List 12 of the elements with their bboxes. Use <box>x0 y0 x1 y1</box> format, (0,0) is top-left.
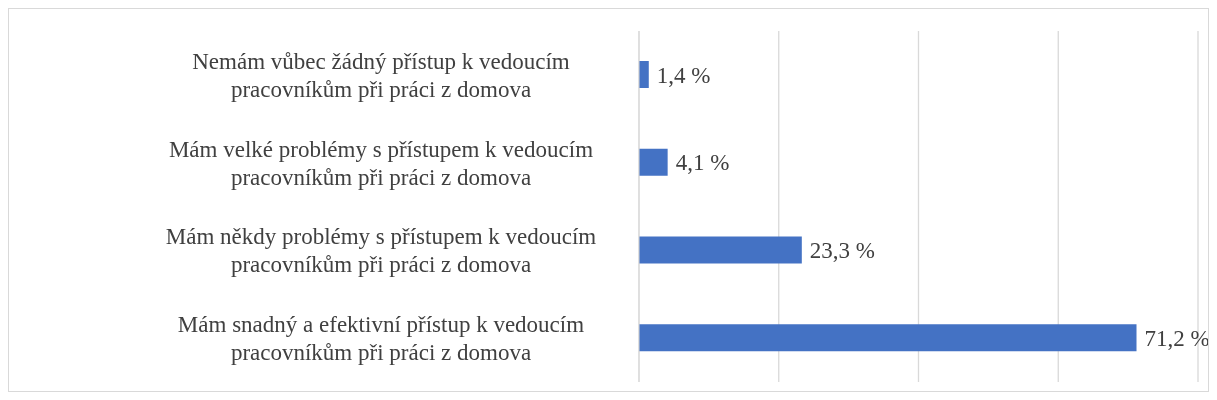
y-tick-label: Mám velké problémy s přístupem k vedoucím pracovníkům při práci z domova <box>168 136 594 190</box>
bar <box>639 236 802 264</box>
bar <box>639 61 649 88</box>
data-label: 71,2 % <box>1144 325 1210 351</box>
bar <box>639 324 1137 352</box>
y-tick-label: Mám snadný a efektivní přístup k vedoucím pracovníkům při práci z domova <box>177 311 585 365</box>
data-label: 4,1 % <box>675 150 730 176</box>
y-tick-label: Mám někdy problémy s přístupem k vedoucím pracovníkům při práci z domova <box>165 223 597 277</box>
data-label: 1,4 % <box>656 62 711 88</box>
data-label: 23,3 % <box>809 238 875 264</box>
bar <box>639 148 668 176</box>
y-tick-label: Nemám vůbec žádný přístup k vedoucím pracovníkům při práci z domova <box>192 48 570 102</box>
